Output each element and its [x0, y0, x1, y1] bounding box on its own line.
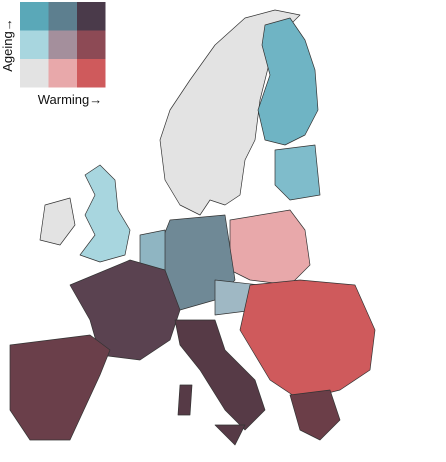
legend-cell — [77, 59, 106, 88]
region-iberia — [9, 334, 111, 441]
legend-cell — [77, 30, 106, 59]
region-sicily — [214, 424, 246, 446]
legend-x-label: Warming→ — [38, 92, 103, 107]
region-baltics — [274, 144, 321, 201]
region-balkans — [239, 279, 376, 401]
region-poland — [229, 209, 311, 286]
region-greece — [289, 389, 341, 441]
region-france — [69, 259, 181, 361]
legend-cell — [48, 2, 77, 31]
region-scandinavia — [159, 9, 301, 216]
legend-cell — [77, 2, 106, 31]
legend-cell — [48, 30, 77, 59]
region-sardinia — [177, 384, 193, 416]
legend — [20, 2, 106, 88]
region-ireland — [39, 197, 76, 246]
legend-cell — [48, 59, 77, 88]
legend-cell — [20, 59, 49, 88]
region-italy — [174, 319, 266, 431]
europe-map — [9, 9, 376, 446]
legend-cell — [20, 30, 49, 59]
legend-y-label: Ageing→ — [0, 18, 15, 71]
legend-cell — [20, 2, 49, 31]
region-uk — [79, 164, 131, 263]
region-finland — [257, 17, 319, 146]
